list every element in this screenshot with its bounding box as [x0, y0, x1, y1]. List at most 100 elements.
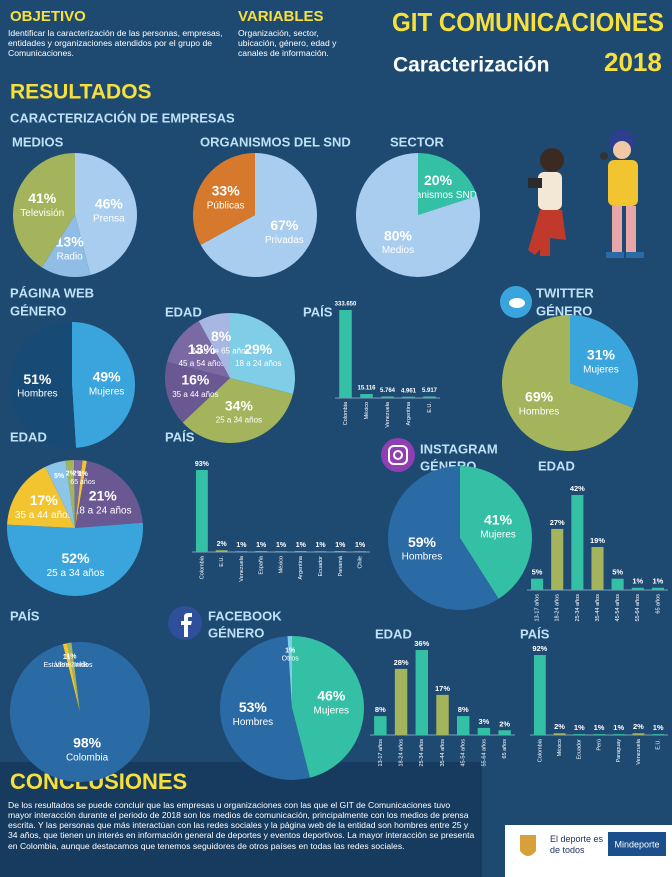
- chart-title: GÉNERO: [208, 625, 264, 640]
- pie-slice: [165, 361, 230, 423]
- slice-value-label: 41%: [484, 512, 513, 528]
- bar: [591, 547, 604, 590]
- slice-category-label: Hombres: [233, 717, 274, 728]
- slice-value-label: 52%: [62, 550, 91, 566]
- pie-slice: [287, 636, 292, 708]
- chart-title: GÉNERO: [10, 303, 66, 318]
- bar-category-label: Panamá: [338, 555, 344, 576]
- bar: [374, 716, 387, 735]
- bar-category-label: Chile: [358, 556, 364, 569]
- bar: [477, 727, 491, 735]
- bar-category-label: 65 años: [502, 739, 508, 759]
- slice-category-label: Más de 65 años: [193, 346, 250, 355]
- chart-title: PAÍS: [520, 626, 550, 641]
- bar-value-label: 27%: [550, 518, 565, 527]
- bar-category-label: Argentina: [406, 401, 412, 425]
- slice-value-label: 1%: [285, 647, 296, 654]
- slice-value-label: 1%: [63, 654, 74, 661]
- slice-value-label: 49%: [93, 369, 122, 385]
- bar-category-label: México: [364, 402, 370, 419]
- slice-value-label: 5%: [54, 473, 65, 480]
- slice-value-label: 1%: [66, 654, 77, 661]
- bar-value-label: 5%: [612, 568, 623, 577]
- bar-value-label: 17%: [435, 684, 450, 693]
- slice-category-label: Mujeres: [480, 530, 516, 541]
- pie-slice: [75, 153, 137, 276]
- bar: [235, 551, 248, 552]
- bar-category-label: Argentina: [298, 555, 304, 579]
- pie-slice: [8, 322, 76, 449]
- bar-category-label: 55-64 años: [635, 594, 641, 622]
- bar-value-label: 42%: [570, 484, 585, 493]
- slice-value-label: 8%: [211, 328, 232, 344]
- chart-title: EDAD: [10, 429, 47, 444]
- bar-value-label: 8%: [375, 705, 386, 714]
- pie-slice: [292, 636, 364, 778]
- objective-title: OBJETIVO: [10, 8, 86, 25]
- results-subtitle: CARACTERIZACIÓN DE EMPRESAS: [10, 110, 235, 125]
- bar: [415, 650, 428, 735]
- chart-title: PAÍS: [165, 429, 195, 444]
- slice-category-label: Mujeres: [89, 387, 125, 398]
- slice-value-label: 33%: [212, 182, 241, 198]
- pie-slice: [72, 322, 135, 448]
- bar-category-label: 55-64 años: [481, 739, 487, 767]
- slice-category-label: 65 años: [70, 479, 95, 486]
- bar-value-label: 1%: [653, 577, 664, 586]
- slice-value-label: 21%: [89, 488, 118, 504]
- bar: [294, 551, 307, 552]
- bar: [632, 733, 645, 735]
- pie-slice: [75, 460, 87, 528]
- bar: [339, 310, 352, 398]
- bar: [457, 716, 470, 735]
- slice-category-label: Mujeres: [583, 365, 619, 376]
- bar-value-label: 1%: [256, 542, 267, 549]
- bar-category-label: Colombia: [199, 555, 205, 579]
- bar-category-label: E.U.: [219, 556, 225, 567]
- bar-category-label: 65 años: [655, 594, 661, 614]
- bar-value-label: 19%: [590, 536, 605, 545]
- main-title: GIT COMUNICACIONES: [392, 7, 664, 37]
- bar: [553, 733, 566, 735]
- pie-slice: [41, 215, 91, 277]
- bar-value-label: 28%: [394, 658, 409, 667]
- bar-value-label: 1%: [236, 542, 247, 549]
- bar-value-label: 1%: [315, 542, 326, 549]
- bar-value-label: 1%: [613, 723, 624, 732]
- chart-title: EDAD: [165, 304, 202, 319]
- bar: [195, 470, 208, 552]
- pie-slice: [501, 315, 634, 451]
- bar: [394, 668, 408, 735]
- bar: [354, 551, 367, 552]
- bar-category-label: E.U.: [427, 402, 433, 413]
- bar-category-label: Colombia: [343, 401, 349, 425]
- bar: [573, 734, 586, 735]
- slice-category-label: 25 a 34 años: [47, 568, 105, 579]
- bar-category-label: México: [278, 556, 284, 573]
- pie-slice: [387, 466, 499, 610]
- variables-text: Organización, sector, ubicación, género,…: [238, 28, 337, 59]
- slice-category-label: Otros: [282, 655, 300, 662]
- bar-value-label: 1%: [574, 723, 585, 732]
- main-subtitle: Caracterización: [393, 54, 549, 77]
- slice-value-label: 51%: [23, 371, 52, 387]
- brand-box: [608, 832, 666, 856]
- pie-slice: [219, 636, 310, 781]
- bar: [423, 396, 436, 398]
- bar-category-label: Venezuela: [239, 555, 245, 582]
- illustration: [528, 129, 644, 258]
- variables-title: VARIABLES: [238, 8, 324, 25]
- bar-category-label: 13-17 años: [535, 594, 541, 622]
- bar-value-label: 333.650: [335, 302, 357, 308]
- bar-value-label: 15.116: [357, 386, 376, 392]
- slice-category-label: Estados Unidos: [43, 662, 93, 669]
- pie-slice: [13, 153, 76, 268]
- bar-category-label: Venezuela: [636, 738, 642, 765]
- bar: [498, 730, 511, 735]
- bar-category-label: 13-17 años: [378, 739, 384, 767]
- pie-slice: [418, 153, 477, 215]
- slice-value-label: 16%: [181, 372, 210, 388]
- slice-category-label: 35 a 44 años: [172, 390, 218, 399]
- bar: [551, 528, 564, 590]
